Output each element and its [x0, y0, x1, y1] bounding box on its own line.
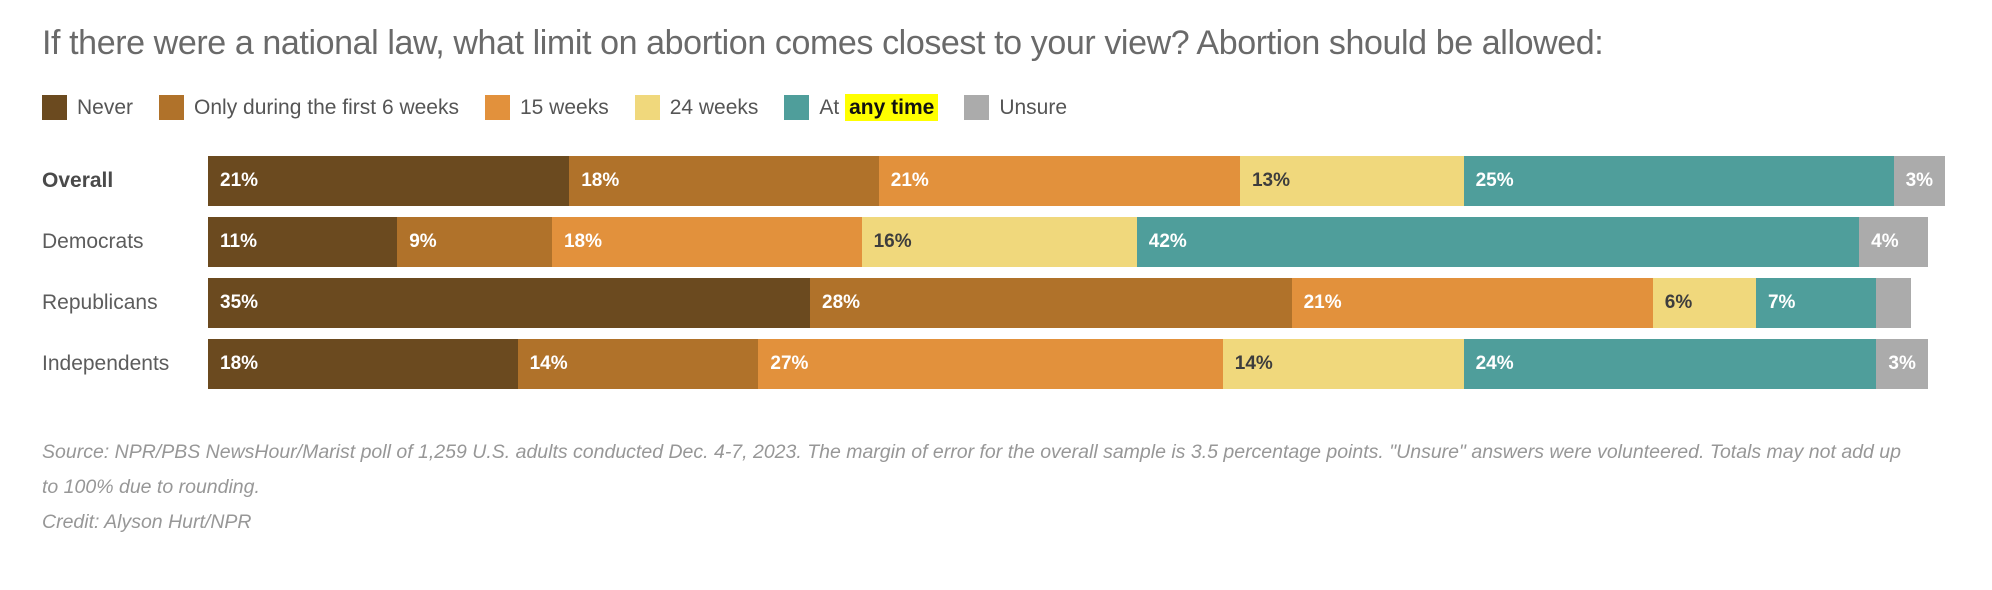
bar-value-label: 28% [822, 292, 861, 314]
bar-segment-unsure [1876, 278, 1911, 329]
bar-segment-never: 11% [208, 217, 398, 268]
legend-swatch-icon [159, 95, 185, 121]
credit-note: Credit: Alyson Hurt/NPR [42, 511, 252, 534]
bar-value-label: 25% [1475, 170, 1514, 192]
bar-value-label: 14% [1234, 353, 1273, 375]
legend-item-24-weeks: 24 weeks [634, 95, 759, 121]
bar-segment-only-during-the-first-6-weeks: 28% [810, 278, 1292, 329]
bar-segment-at-any-time: 7% [1755, 278, 1877, 329]
legend-item-only-during-the-first-6-weeks: Only during the first 6 weeks [159, 95, 459, 121]
bar-row-independents: Independents 18% 14% 27% 14% 24% 3% [42, 339, 1950, 390]
bar-value-label: 18% [563, 231, 603, 253]
bar-value-label: 16% [873, 231, 912, 253]
row-label: Independents [42, 352, 170, 376]
bar-row-republicans: Republicans 35% 28% 21% 6% 7% [42, 278, 1950, 329]
legend-label: Unsure [999, 95, 1068, 119]
bar-value-label: 9% [409, 231, 437, 253]
bar-row-overall: Overall 21% 18% 21% 13% 25% 3% [42, 156, 1950, 207]
bar-segment-only-during-the-first-6-weeks: 9% [397, 217, 552, 268]
chart-footer: Source: NPR/PBS NewsHour/Marist poll of … [42, 435, 1950, 540]
bar-segment-never: 35% [208, 278, 810, 329]
bar-segment-at-any-time: 25% [1463, 156, 1894, 207]
legend-swatch-icon [784, 95, 810, 121]
bar-segment-unsure: 3% [1893, 156, 1946, 207]
legend-item-15-weeks: 15 weeks [484, 95, 609, 121]
bar-segment-never: 18% [208, 339, 518, 390]
legend-swatch-icon [42, 95, 67, 121]
bar-value-label: 21% [890, 170, 929, 192]
legend-swatch-icon [484, 95, 510, 121]
bar-value-label: 4% [1871, 231, 1899, 253]
bar-value-label: 18% [581, 170, 620, 192]
legend: Never Only during the first 6 weeks 15 wee… [42, 93, 1950, 121]
bar-segment-unsure: 3% [1876, 339, 1928, 390]
bar-track: 18% 14% 27% 14% 24% 3% [208, 339, 1950, 390]
bar-segment-at-any-time: 42% [1136, 217, 1860, 268]
bar-segment-24-weeks: 14% [1222, 339, 1464, 390]
source-note: Source: NPR/PBS NewsHour/Marist poll of … [42, 441, 1901, 499]
bar-segment-unsure: 4% [1859, 217, 1928, 268]
row-label: Republicans [42, 291, 158, 315]
bar-segment-15-weeks: 21% [1291, 278, 1653, 329]
bar-value-label: 18% [220, 353, 259, 375]
chart-title: If there were a national law, what limit… [42, 24, 1604, 62]
highlighted-text: any time [845, 93, 939, 121]
legend-label: Never [77, 95, 134, 119]
bar-value-label: 13% [1251, 170, 1290, 192]
bar-segment-15-weeks: 21% [878, 156, 1240, 207]
legend-label: 15 weeks [519, 95, 609, 119]
bar-value-label: 6% [1664, 292, 1693, 314]
legend-swatch-icon [964, 95, 990, 121]
bar-segment-only-during-the-first-6-weeks: 18% [569, 156, 879, 207]
bar-segment-only-during-the-first-6-weeks: 14% [517, 339, 759, 390]
bar-segment-at-any-time: 24% [1463, 339, 1877, 390]
bar-segment-24-weeks: 6% [1652, 278, 1756, 329]
bar-track: 21% 18% 21% 13% 25% 3% [208, 156, 1950, 207]
bar-segment-24-weeks: 13% [1239, 156, 1464, 207]
bar-track: 35% 28% 21% 6% 7% [208, 278, 1950, 329]
bar-value-label: 14% [529, 353, 568, 375]
legend-item-at-any-time: At any time [784, 93, 939, 121]
legend-item-unsure: Unsure [964, 95, 1068, 121]
stacked-bar-chart: Overall 21% 18% 21% 13% 25% 3% Democrats 11% 9% 18… [42, 156, 1950, 390]
bar-value-label: 42% [1148, 231, 1187, 253]
legend-label: At any time [819, 93, 939, 121]
bar-track: 11% 9% 18% 16% 42% 4% [208, 217, 1950, 268]
row-label: Overall [42, 169, 114, 193]
bar-segment-15-weeks: 27% [758, 339, 1223, 390]
bar-segment-15-weeks: 18% [551, 217, 862, 268]
bar-value-label: 3% [1888, 353, 1916, 375]
bar-value-label: 27% [770, 353, 809, 375]
row-label: Democrats [42, 230, 144, 254]
bar-value-label: 24% [1475, 353, 1514, 375]
bar-value-label: 35% [220, 292, 259, 314]
bar-segment-never: 21% [208, 156, 570, 207]
bar-value-label: 21% [1303, 292, 1342, 314]
bar-segment-24-weeks: 16% [861, 217, 1137, 268]
bar-row-democrats: Democrats 11% 9% 18% 16% 42% 4% [42, 217, 1950, 268]
legend-item-never: Never [42, 95, 134, 121]
bar-value-label: 7% [1767, 292, 1796, 314]
legend-label: 24 weeks [669, 95, 759, 119]
bar-value-label: 3% [1905, 170, 1934, 192]
bar-value-label: 11% [220, 231, 257, 253]
legend-swatch-icon [634, 95, 660, 121]
bar-value-label: 21% [220, 170, 259, 192]
legend-label: Only during the first 6 weeks [194, 95, 459, 119]
